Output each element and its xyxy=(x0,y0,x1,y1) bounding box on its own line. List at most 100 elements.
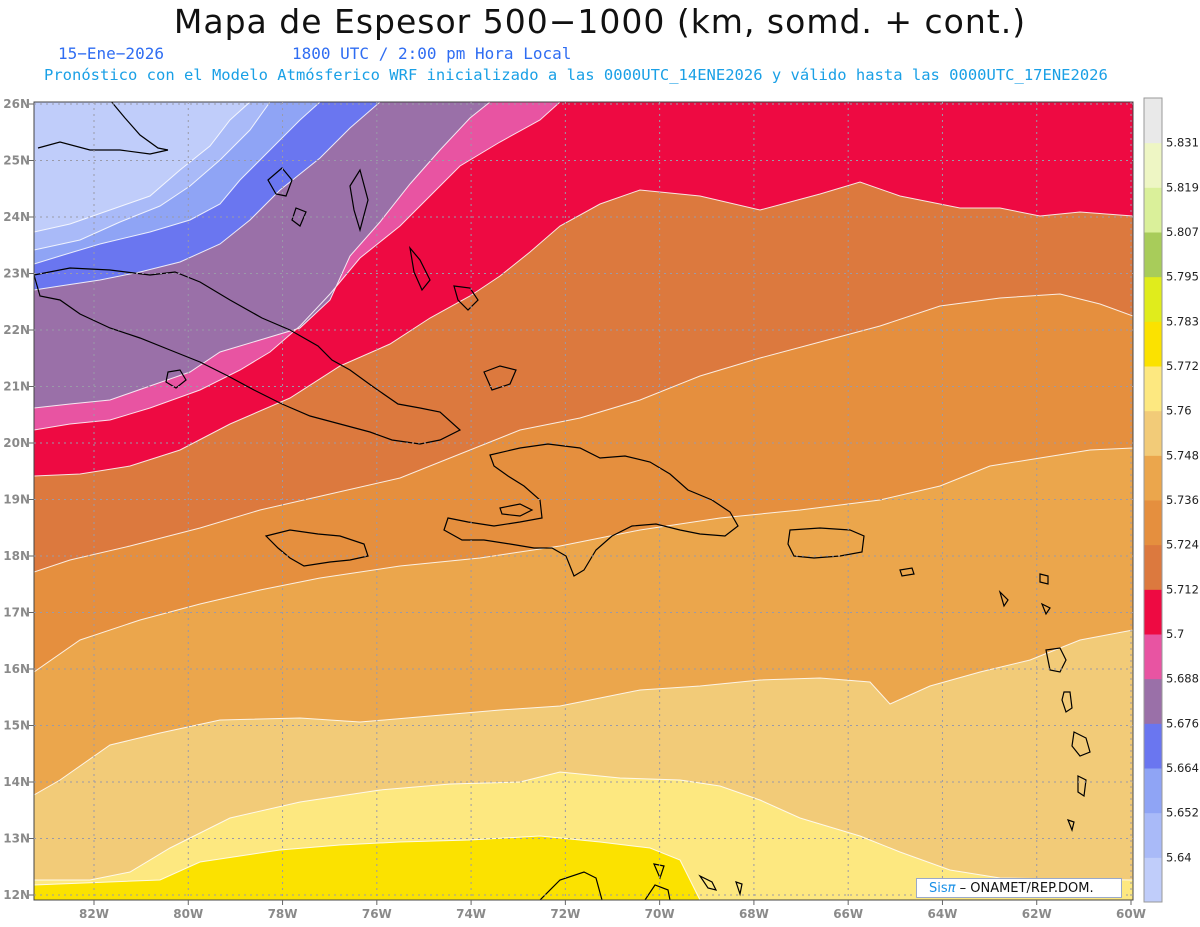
lat-label: 20N xyxy=(3,436,30,450)
colorbar-swatch xyxy=(1144,500,1162,546)
colorbar-swatch xyxy=(1144,232,1162,278)
band-5676 xyxy=(34,102,490,900)
coast-la-4 xyxy=(1040,602,1051,616)
coast-isla-juventud xyxy=(165,369,187,389)
forecast-time: 1800 UTC / 2:00 pm Hora Local xyxy=(292,44,572,63)
colorbar-label: 5.7 xyxy=(1166,627,1184,641)
colorbar-swatch xyxy=(1144,857,1162,903)
colorbar-swatch xyxy=(1144,98,1162,144)
lat-label: 19N xyxy=(3,493,30,507)
colorbar: 5.64 5.652 5.664 5.676 5.688 5.7 5.712 5.724 5.7… xyxy=(1143,97,1199,903)
longitude-labels: 82W 80W 78W 76W 74W 72W 70W 68W 66W 64W 62W 60W xyxy=(79,900,1146,921)
colorbar-label: 5.64 xyxy=(1166,850,1192,864)
colorbar-label: 5.783 xyxy=(1166,314,1199,328)
coast-guajira xyxy=(644,884,671,900)
band-lt-5640 xyxy=(34,102,250,900)
map-title: Mapa de Espesor 500−1000 (km, somd. + co… xyxy=(173,2,1027,41)
colorbar-label: 5.736 xyxy=(1166,493,1199,507)
lat-label: 17N xyxy=(3,606,30,620)
lat-label: 18N xyxy=(3,549,30,563)
coast-la-7 xyxy=(1071,731,1091,757)
coast-bonaire xyxy=(735,881,743,897)
coast-florida xyxy=(110,102,169,151)
coast-bahamas-1 xyxy=(267,167,293,197)
model-info: Pronóstico con el Modelo Atmósferico WRF… xyxy=(44,66,1108,84)
colorbar-label: 5.76 xyxy=(1166,404,1192,418)
colorbar-frame xyxy=(1143,97,1163,903)
coast-cuba xyxy=(34,267,462,445)
forecast-date: 15−Ene−2026 xyxy=(58,44,164,63)
colorbar-swatch xyxy=(1144,142,1162,188)
colorbar-swatch xyxy=(1144,366,1162,412)
lon-label: 80W xyxy=(173,907,203,921)
lat-label: 14N xyxy=(3,775,30,789)
lat-label: 16N xyxy=(3,662,30,676)
credit-pi: π xyxy=(947,881,956,896)
coast-south-america xyxy=(539,871,603,900)
coast-puerto-rico xyxy=(787,527,865,559)
coast-bahamas-5 xyxy=(453,285,479,311)
credit-text: – ONAMET/REP.DOM. xyxy=(959,881,1094,896)
colorbar-swatch xyxy=(1144,723,1162,769)
lat-label: 26N xyxy=(3,97,30,111)
coast-la-8 xyxy=(1077,775,1087,798)
coast-aruba xyxy=(652,863,665,880)
coast-florida-keys xyxy=(37,141,169,155)
coast-la-1 xyxy=(899,567,915,577)
coast-curacao xyxy=(698,874,718,891)
lat-label: 24N xyxy=(3,210,30,224)
colorbar-swatch xyxy=(1144,410,1162,456)
colorbar-swatch xyxy=(1144,455,1162,501)
lat-label: 15N xyxy=(3,719,30,733)
plot-frame xyxy=(33,101,1134,901)
lat-label: 21N xyxy=(3,380,30,394)
colorbar-swatch xyxy=(1144,678,1162,724)
colorbar-swatch xyxy=(1144,634,1162,680)
lon-label: 78W xyxy=(268,907,298,921)
lat-label: 22N xyxy=(3,323,30,337)
colorbar-label: 5.724 xyxy=(1166,538,1199,552)
grid-lines xyxy=(34,102,1133,900)
coast-gonave xyxy=(499,503,534,517)
lat-label: 23N xyxy=(3,267,30,281)
lon-label: 72W xyxy=(550,907,580,921)
coast-bahamas-4 xyxy=(409,245,431,292)
colorbar-label: 5.688 xyxy=(1166,672,1199,686)
lat-label: 12N xyxy=(3,888,30,902)
coast-la-6 xyxy=(1061,691,1073,713)
colorbar-label: 5.795 xyxy=(1166,270,1199,284)
colorbar-swatch xyxy=(1144,589,1162,635)
lon-label: 64W xyxy=(927,907,957,921)
coast-la-2 xyxy=(1039,573,1049,585)
lon-label: 66W xyxy=(833,907,863,921)
colorbar-swatch xyxy=(1144,812,1162,858)
colorbar-swatch xyxy=(1144,768,1162,814)
lon-label: 60W xyxy=(1116,907,1146,921)
colorbar-label: 5.807 xyxy=(1166,225,1199,239)
lon-label: 68W xyxy=(739,907,769,921)
lon-label: 74W xyxy=(456,907,486,921)
colorbar-label: 5.652 xyxy=(1166,806,1199,820)
colorbar-swatch xyxy=(1144,544,1162,590)
lat-label: 13N xyxy=(3,832,30,846)
colorbar-label: 5.676 xyxy=(1166,716,1199,730)
lon-label: 62W xyxy=(1022,907,1052,921)
colorbar-label: 5.819 xyxy=(1166,180,1199,194)
credit-sis: Sis xyxy=(929,881,948,896)
colorbar-swatch xyxy=(1144,276,1162,322)
coast-la-9 xyxy=(1066,819,1075,832)
lon-label: 82W xyxy=(79,907,109,921)
colorbar-label: 5.831 xyxy=(1166,136,1199,150)
lon-label: 76W xyxy=(362,907,392,921)
colorbar-label: 5.664 xyxy=(1166,761,1199,775)
latitude-labels: 26N 25N 24N 23N 22N 21N 20N 19N 18N 17N 16N 15N 14N 1… xyxy=(3,97,34,902)
coast-bahamas-3 xyxy=(349,168,369,233)
colorbar-swatch xyxy=(1144,321,1162,367)
contour-lines xyxy=(34,102,1133,900)
coast-bahamas-2 xyxy=(291,207,307,227)
colorbar-label: 5.772 xyxy=(1166,359,1199,373)
lon-label: 70W xyxy=(645,907,675,921)
lat-label: 25N xyxy=(3,154,30,168)
colorbar-swatch xyxy=(1144,187,1162,233)
